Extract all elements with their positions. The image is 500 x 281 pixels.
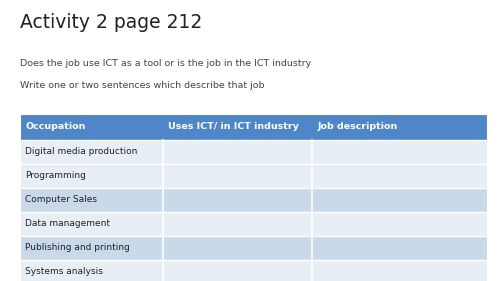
Text: Activity 2 page 212: Activity 2 page 212 [20,13,202,32]
Bar [20,212,487,236]
Bar [20,260,487,281]
Text: Occupation: Occupation [25,122,86,131]
Text: Systems analysis: Systems analysis [25,267,103,276]
Text: Digital media production: Digital media production [25,147,138,156]
Text: Data management: Data management [25,219,110,228]
Text: Publishing and printing: Publishing and printing [25,243,130,252]
Text: Programming: Programming [25,171,86,180]
Text: Job description: Job description [317,122,398,131]
Bar [20,140,487,164]
Text: Computer Sales: Computer Sales [25,195,97,204]
Text: Does the job use ICT as a tool or is the job in the ICT industry: Does the job use ICT as a tool or is the… [20,59,311,68]
Bar [20,114,487,281]
Bar [20,114,487,140]
Bar [20,188,487,212]
Text: Uses ICT/ in ICT industry: Uses ICT/ in ICT industry [168,122,298,131]
Bar [20,164,487,188]
Bar [20,236,487,260]
Text: Write one or two sentences which describe that job: Write one or two sentences which describ… [20,81,264,90]
